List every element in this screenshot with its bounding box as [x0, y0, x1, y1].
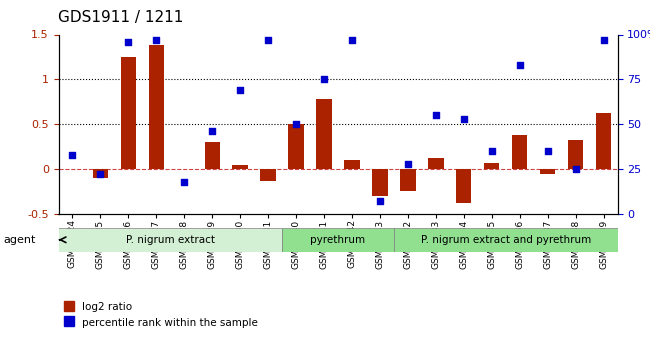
Bar — [121, 57, 136, 169]
Bar — [428, 158, 443, 169]
Point — [402, 161, 413, 166]
FancyBboxPatch shape — [394, 228, 618, 252]
Bar — [568, 140, 583, 169]
Point — [459, 116, 469, 121]
Text: pyrethrum: pyrethrum — [311, 235, 365, 245]
Bar — [540, 169, 555, 174]
Point — [207, 129, 217, 134]
Text: P. nigrum extract and pyrethrum: P. nigrum extract and pyrethrum — [421, 235, 591, 245]
Point — [124, 39, 134, 45]
Legend: log2 ratio, percentile rank within the sample: log2 ratio, percentile rank within the s… — [64, 302, 258, 327]
Point — [486, 148, 497, 154]
Bar — [317, 99, 332, 169]
Bar — [261, 169, 276, 181]
Text: P. nigrum extract: P. nigrum extract — [126, 235, 214, 245]
Point — [67, 152, 78, 157]
Bar — [596, 114, 611, 169]
Bar — [289, 124, 304, 169]
Point — [431, 112, 441, 118]
Bar — [372, 169, 387, 196]
Point — [263, 37, 273, 43]
Point — [235, 87, 246, 93]
Bar — [512, 135, 527, 169]
Bar — [456, 169, 471, 203]
Point — [347, 37, 358, 43]
Point — [571, 166, 581, 172]
Bar — [400, 169, 415, 191]
Point — [318, 77, 329, 82]
Text: agent: agent — [3, 235, 36, 245]
FancyBboxPatch shape — [58, 228, 282, 252]
Bar — [149, 45, 164, 169]
Text: GDS1911 / 1211: GDS1911 / 1211 — [58, 10, 184, 25]
Bar — [205, 142, 220, 169]
Point — [599, 37, 609, 43]
Point — [542, 148, 552, 154]
Bar — [344, 160, 359, 169]
Bar — [233, 165, 248, 169]
Point — [151, 37, 161, 43]
Point — [291, 121, 302, 127]
Bar — [484, 163, 499, 169]
Point — [515, 62, 525, 68]
Point — [95, 172, 105, 177]
Point — [375, 199, 385, 204]
FancyBboxPatch shape — [282, 228, 394, 252]
Point — [179, 179, 190, 184]
Bar — [93, 169, 108, 178]
